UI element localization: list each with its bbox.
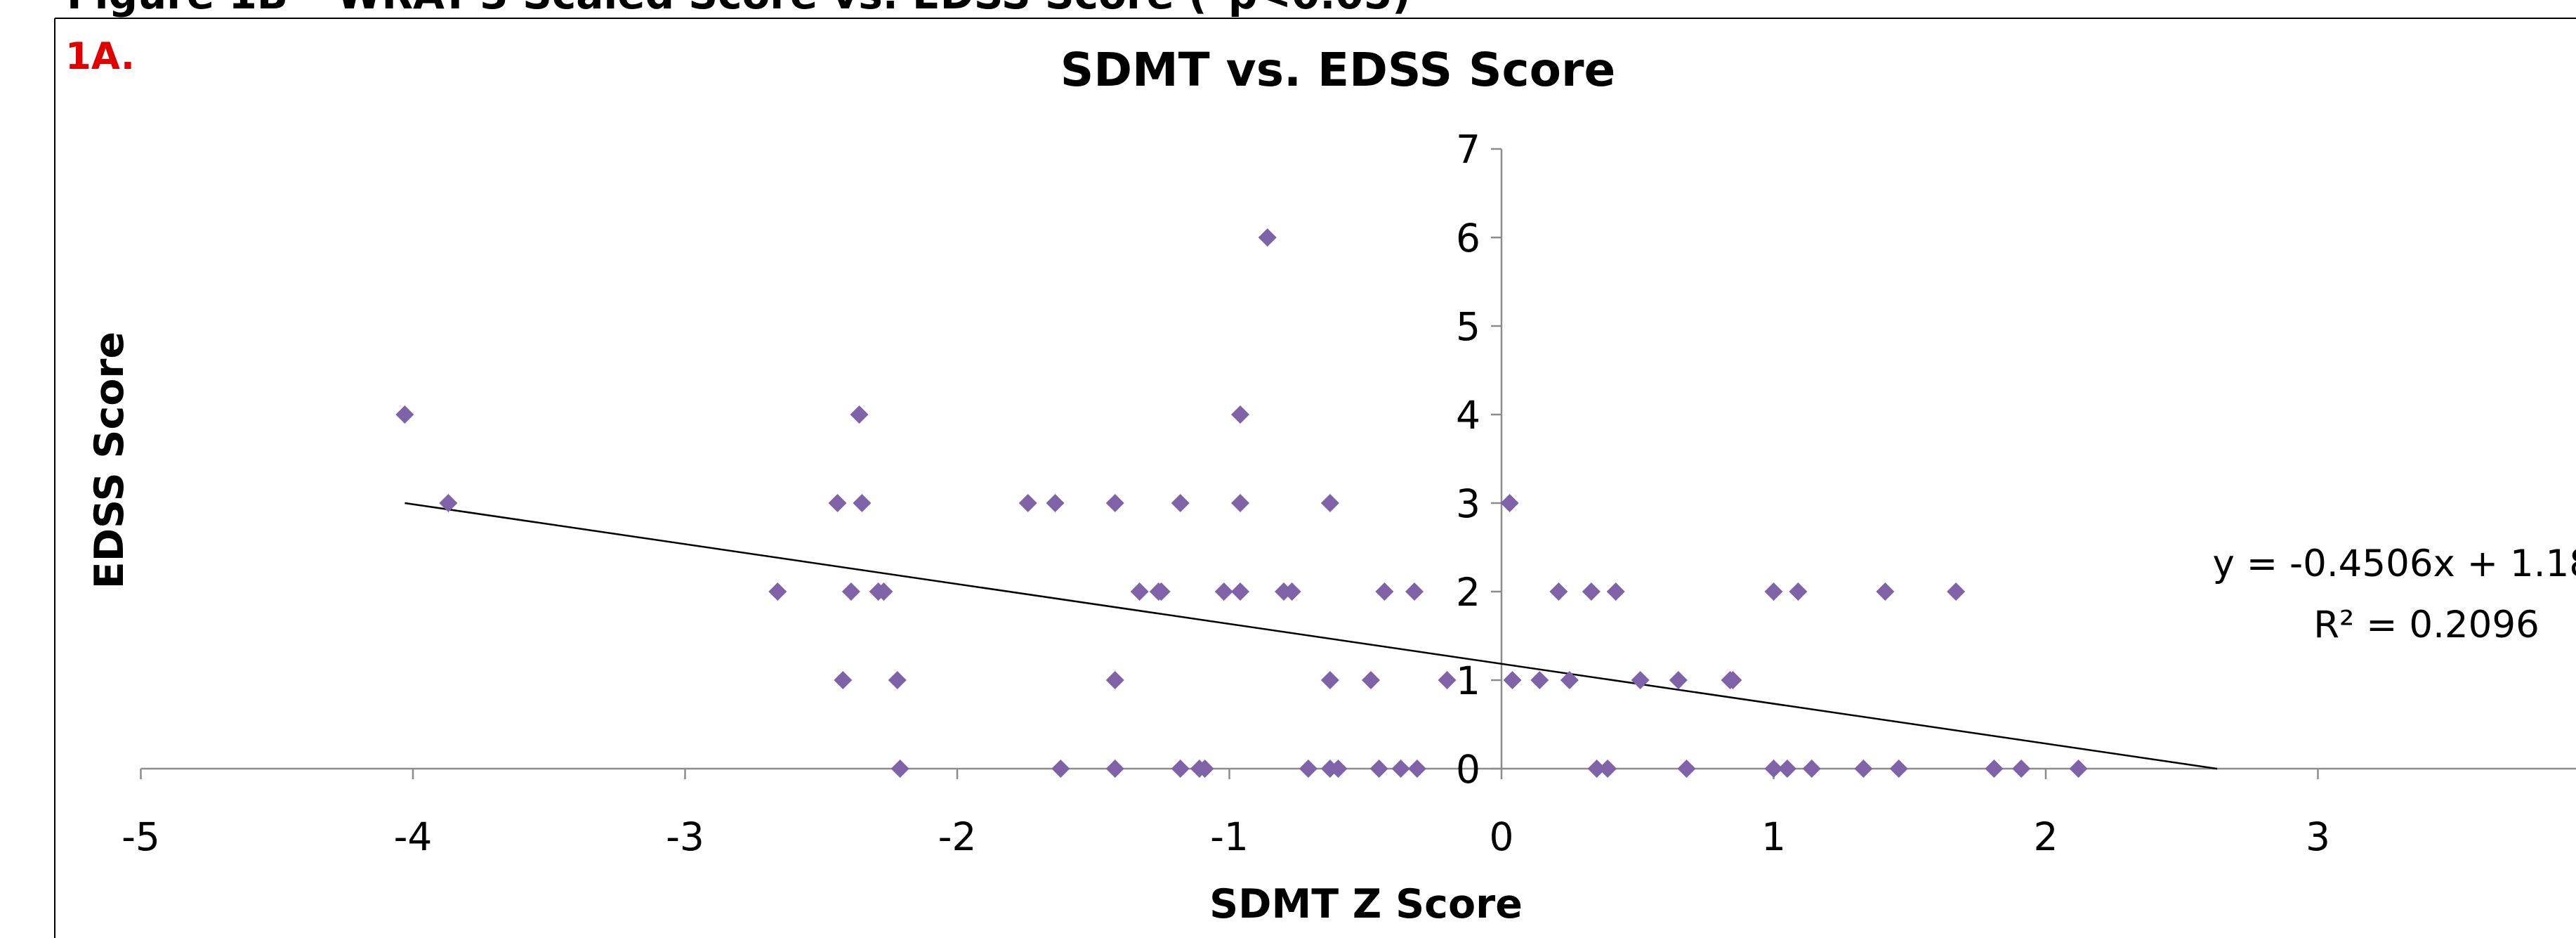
data-point <box>395 405 414 424</box>
data-point <box>1320 494 1339 512</box>
data-point <box>768 582 787 601</box>
data-point <box>1320 671 1339 689</box>
data-point <box>1018 494 1037 512</box>
data-point <box>1723 671 1742 689</box>
figure-caption-cutoff: Figure 1B – WRAT-3 Scaled Score vs. EDSS… <box>67 0 1411 18</box>
trendline-equation: y = -0.4506x + 1.1844 <box>2213 542 2576 585</box>
data-point <box>1587 760 1606 778</box>
x-tick-label: 3 <box>2306 814 2330 859</box>
x-tick-label: -3 <box>666 814 704 859</box>
data-point <box>1669 671 1688 689</box>
data-point <box>1606 582 1625 601</box>
trendline-group <box>405 502 2218 770</box>
data-point <box>1258 228 1277 247</box>
x-tick-label: -1 <box>1210 814 1249 859</box>
data-point <box>1854 760 1873 778</box>
data-point <box>850 405 869 424</box>
data-point <box>853 494 872 512</box>
data-point <box>1051 760 1070 778</box>
data-point <box>1195 760 1214 778</box>
data-point <box>888 671 907 689</box>
linear-trendline <box>405 502 2218 770</box>
data-point <box>1152 582 1171 601</box>
data-point <box>874 582 893 601</box>
y-tick-label: 1 <box>1456 658 1480 703</box>
data-point <box>1789 582 1808 601</box>
x-axis-title: SDMT Z Score <box>1209 881 1523 927</box>
data-point <box>1214 582 1233 601</box>
data-point <box>828 494 847 512</box>
x-tick-label: -2 <box>938 814 977 859</box>
axes <box>140 148 2576 779</box>
data-point <box>1631 671 1650 689</box>
y-tick-label: 6 <box>1456 216 1480 261</box>
data-point <box>1130 582 1149 601</box>
data-point <box>1407 760 1426 778</box>
y-tick-label: 5 <box>1456 304 1480 349</box>
data-point <box>1500 494 1519 512</box>
tick-labels: -5 -4 -3 -2 -1 0 1 2 3 0 1 2 3 4 5 6 7 <box>121 127 2330 859</box>
data-point <box>1764 760 1783 778</box>
x-tick-label: 0 <box>1490 814 1514 859</box>
y-tick-label: 4 <box>1456 393 1480 438</box>
data-point <box>1231 494 1249 512</box>
chart-title: SDMT vs. EDSS Score <box>1060 43 1616 97</box>
y-tick-label: 2 <box>1456 570 1480 615</box>
data-point <box>1171 494 1190 512</box>
data-point <box>1375 582 1394 601</box>
data-point <box>2012 760 2031 778</box>
y-tick-label: 0 <box>1456 747 1480 792</box>
data-point <box>1105 494 1124 512</box>
data-point <box>1549 582 1568 601</box>
data-point <box>1598 760 1617 778</box>
data-point <box>1405 582 1424 601</box>
data-point <box>1369 760 1388 778</box>
data-point <box>1231 582 1249 601</box>
x-tick-label: -4 <box>394 814 433 859</box>
data-point <box>2069 760 2088 778</box>
data-point <box>1171 760 1190 778</box>
data-point <box>834 671 853 689</box>
data-point <box>841 582 860 601</box>
data-point <box>439 494 458 512</box>
data-points <box>395 228 2088 778</box>
data-point <box>891 760 909 778</box>
x-tick-label: 2 <box>2034 814 2058 859</box>
x-tick-label: -5 <box>121 814 160 859</box>
data-point <box>1282 582 1301 601</box>
data-point <box>1391 760 1410 778</box>
y-tick-label: 3 <box>1456 481 1480 526</box>
data-point <box>1947 582 1966 601</box>
data-point <box>1299 760 1317 778</box>
x-tick-label: 1 <box>1761 814 1786 859</box>
data-point <box>1985 760 2004 778</box>
data-point <box>1362 671 1380 689</box>
y-axis-title: EDSS Score <box>86 332 133 589</box>
data-point <box>1764 582 1783 601</box>
data-point <box>1231 405 1249 424</box>
data-point <box>1046 494 1065 512</box>
data-point <box>1560 671 1579 689</box>
data-point <box>1105 671 1124 689</box>
data-point <box>1802 760 1821 778</box>
data-point <box>1503 671 1522 689</box>
data-point <box>1105 760 1124 778</box>
data-point <box>1777 760 1796 778</box>
data-point <box>1876 582 1895 601</box>
data-point <box>1582 582 1601 601</box>
data-point <box>1677 760 1696 778</box>
data-point <box>1530 671 1549 689</box>
r-squared-label: R² = 0.2096 <box>2313 604 2539 646</box>
panel-label: 1A. <box>65 35 135 78</box>
y-tick-label: 7 <box>1456 127 1480 172</box>
data-point <box>1889 760 1908 778</box>
data-point <box>1329 760 1348 778</box>
data-point <box>1438 671 1457 689</box>
